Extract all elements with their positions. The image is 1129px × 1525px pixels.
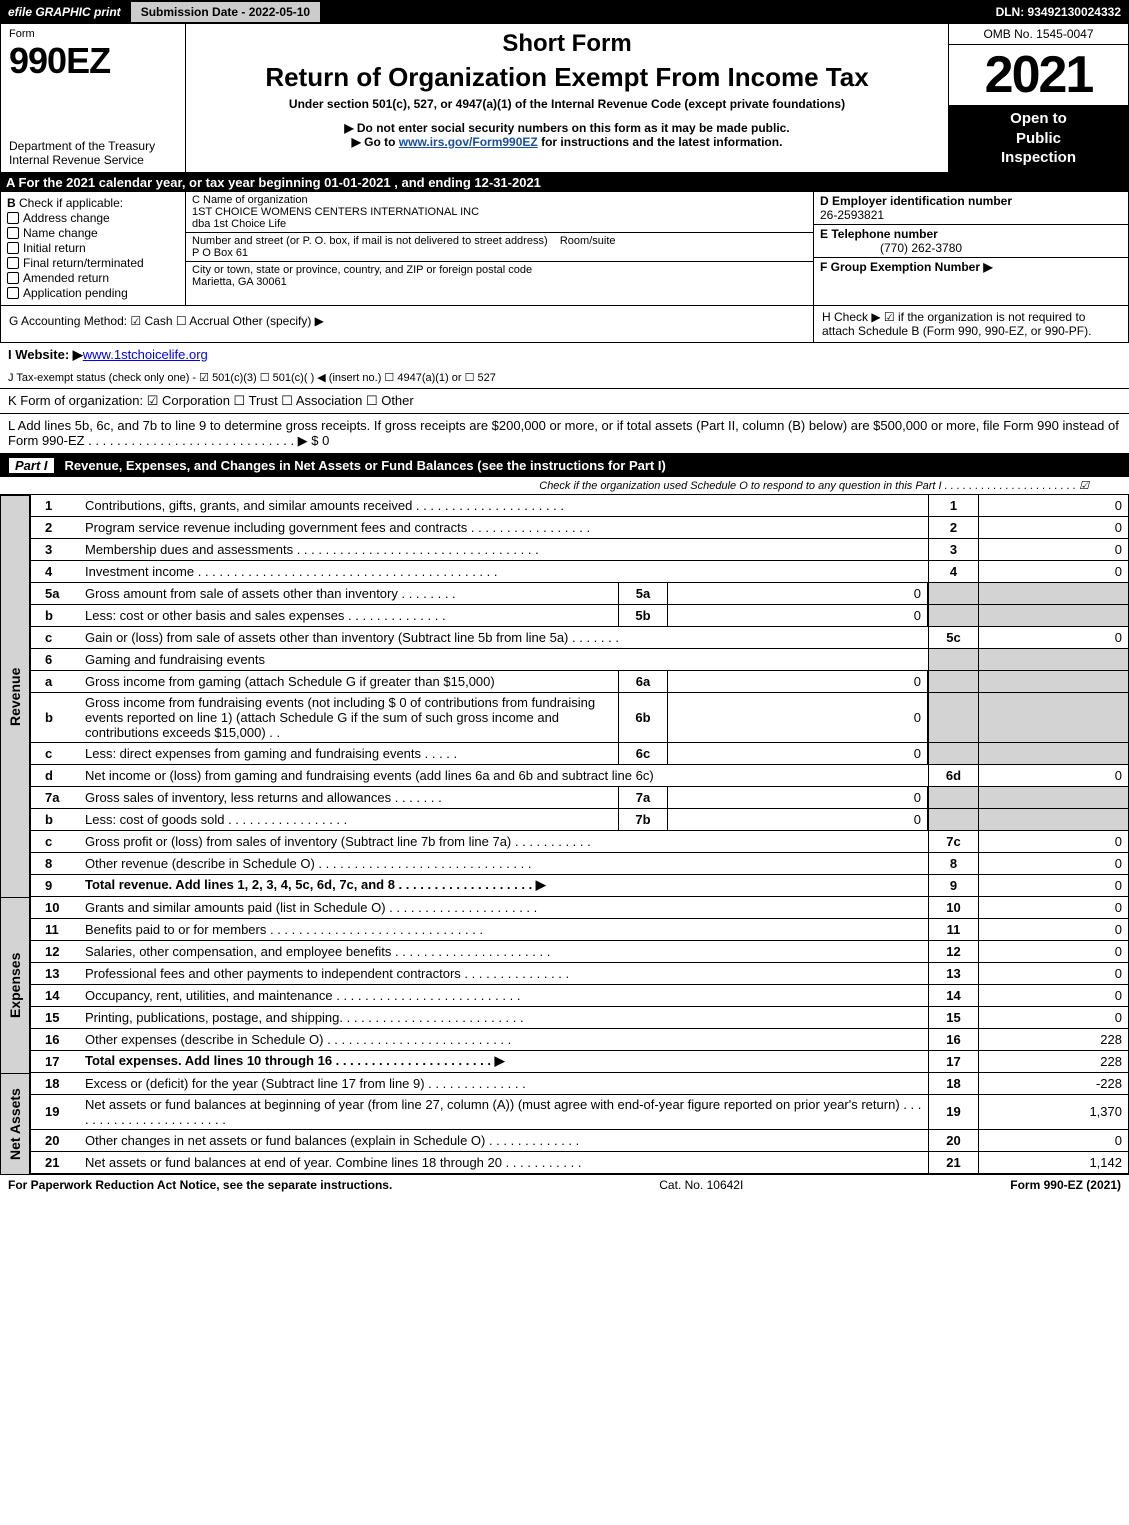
part1-header: Part I Revenue, Expenses, and Changes in…: [0, 454, 1129, 477]
submission-date: Submission Date - 2022-05-10: [129, 0, 322, 24]
form-label: Form: [9, 28, 177, 40]
row-17: 17 Total expenses. Add lines 10 through …: [30, 1051, 1129, 1073]
expenses-side-label: Expenses: [0, 897, 30, 1073]
f-label: F Group Exemption Number ▶: [820, 260, 993, 274]
row-b: b Less: cost of goods sold . . . . . . .…: [30, 809, 1129, 831]
revenue-side-label: Revenue: [0, 495, 30, 897]
dept-treasury: Department of the Treasury: [9, 139, 177, 153]
footer: For Paperwork Reduction Act Notice, see …: [0, 1174, 1129, 1195]
title-block: Form 990EZ Department of the Treasury In…: [0, 24, 1129, 173]
short-form-title: Short Form: [192, 30, 942, 58]
chk-final-return[interactable]: Final return/terminated: [7, 256, 179, 270]
org-dba: dba 1st Choice Life: [192, 218, 286, 230]
row-18: 18 Excess or (deficit) for the year (Sub…: [30, 1073, 1129, 1095]
row-d: d Net income or (loss) from gaming and f…: [30, 765, 1129, 787]
street-value: P O Box 61: [192, 247, 248, 259]
line-k: K Form of organization: ☑ Corporation ☐ …: [0, 389, 1129, 414]
section-a: A For the 2021 calendar year, or tax yea…: [0, 173, 1129, 192]
go-to-note: ▶ Go to www.irs.gov/Form990EZ for instru…: [192, 135, 942, 149]
row-4: 4 Investment income . . . . . . . . . . …: [30, 561, 1129, 583]
street-label: Number and street (or P. O. box, if mail…: [192, 235, 548, 247]
tax-year: 2021: [949, 45, 1128, 105]
ein-value: 26-2593821: [820, 208, 884, 222]
row-5a: 5a Gross amount from sale of assets othe…: [30, 583, 1129, 605]
dept-irs: Internal Revenue Service: [9, 153, 177, 167]
ssn-note: ▶ Do not enter social security numbers o…: [192, 121, 942, 135]
header-bar: efile GRAPHIC print Submission Date - 20…: [0, 0, 1129, 24]
e-label: E Telephone number: [820, 227, 938, 241]
dln: DLN: 93492130024332: [988, 5, 1129, 19]
row-10: 10 Grants and similar amounts paid (list…: [30, 897, 1129, 919]
row-b: b Gross income from fundraising events (…: [30, 693, 1129, 743]
line-j: J Tax-exempt status (check only one) - ☑…: [0, 367, 1129, 389]
city-value: Marietta, GA 30061: [192, 276, 287, 288]
row-3: 3 Membership dues and assessments . . . …: [30, 539, 1129, 561]
footer-cat: Cat. No. 10642I: [392, 1178, 1010, 1192]
omb-number: OMB No. 1545-0047: [949, 24, 1128, 45]
net-assets-side-label: Net Assets: [0, 1073, 30, 1174]
row-13: 13 Professional fees and other payments …: [30, 963, 1129, 985]
part1-sub: Check if the organization used Schedule …: [0, 477, 1129, 495]
chk-amended-return[interactable]: Amended return: [7, 271, 179, 285]
irs-link[interactable]: www.irs.gov/Form990EZ: [399, 135, 538, 149]
row-c: c Gain or (loss) from sale of assets oth…: [30, 627, 1129, 649]
form-number: 990EZ: [9, 40, 177, 82]
city-label: City or town, state or province, country…: [192, 264, 532, 276]
row-9: 9 Total revenue. Add lines 1, 2, 3, 4, 5…: [30, 875, 1129, 897]
footer-form: Form 990-EZ (2021): [1010, 1178, 1121, 1192]
website-link[interactable]: www.1stchoicelife.org: [83, 347, 208, 362]
row-c: c Less: direct expenses from gaming and …: [30, 743, 1129, 765]
row-c: c Gross profit or (loss) from sales of i…: [30, 831, 1129, 853]
row-b: b Less: cost or other basis and sales ex…: [30, 605, 1129, 627]
entity-block: B Check if applicable: Address change Na…: [0, 192, 1129, 306]
row-21: 21 Net assets or fund balances at end of…: [30, 1152, 1129, 1174]
row-19: 19 Net assets or fund balances at beginn…: [30, 1095, 1129, 1130]
c-label: C Name of organization: [192, 194, 308, 206]
chk-address-change[interactable]: Address change: [7, 211, 179, 225]
line-l: L Add lines 5b, 6c, and 7b to line 9 to …: [0, 414, 1129, 454]
row-12: 12 Salaries, other compensation, and emp…: [30, 941, 1129, 963]
efile-label: efile GRAPHIC print: [0, 5, 129, 19]
row-15: 15 Printing, publications, postage, and …: [30, 1007, 1129, 1029]
row-8: 8 Other revenue (describe in Schedule O)…: [30, 853, 1129, 875]
chk-application-pending[interactable]: Application pending: [7, 286, 179, 300]
footer-left: For Paperwork Reduction Act Notice, see …: [8, 1178, 392, 1192]
row-7a: 7a Gross sales of inventory, less return…: [30, 787, 1129, 809]
chk-initial-return[interactable]: Initial return: [7, 241, 179, 255]
row-20: 20 Other changes in net assets or fund b…: [30, 1130, 1129, 1152]
row-16: 16 Other expenses (describe in Schedule …: [30, 1029, 1129, 1051]
row-11: 11 Benefits paid to or for members . . .…: [30, 919, 1129, 941]
line-h: H Check ▶ ☑ if the organization is not r…: [813, 306, 1128, 342]
row-14: 14 Occupancy, rent, utilities, and maint…: [30, 985, 1129, 1007]
chk-name-change[interactable]: Name change: [7, 226, 179, 240]
org-name: 1ST CHOICE WOMENS CENTERS INTERNATIONAL …: [192, 206, 479, 218]
under-section: Under section 501(c), 527, or 4947(a)(1)…: [192, 97, 942, 111]
phone-value: (770) 262-3780: [820, 241, 962, 255]
main-title: Return of Organization Exempt From Incom…: [192, 62, 942, 93]
line-g: G Accounting Method: ☑ Cash ☐ Accrual Ot…: [1, 306, 813, 342]
d-label: D Employer identification number: [820, 194, 1012, 208]
line-i: I Website: ▶www.1stchoicelife.org: [0, 343, 1129, 367]
row-6: 6 Gaming and fundraising events: [30, 649, 1129, 671]
row-a: a Gross income from gaming (attach Sched…: [30, 671, 1129, 693]
inspection-badge: Open to Public Inspection: [949, 105, 1128, 172]
row-1: 1 Contributions, gifts, grants, and simi…: [30, 495, 1129, 517]
row-2: 2 Program service revenue including gove…: [30, 517, 1129, 539]
room-label: Room/suite: [560, 235, 616, 247]
